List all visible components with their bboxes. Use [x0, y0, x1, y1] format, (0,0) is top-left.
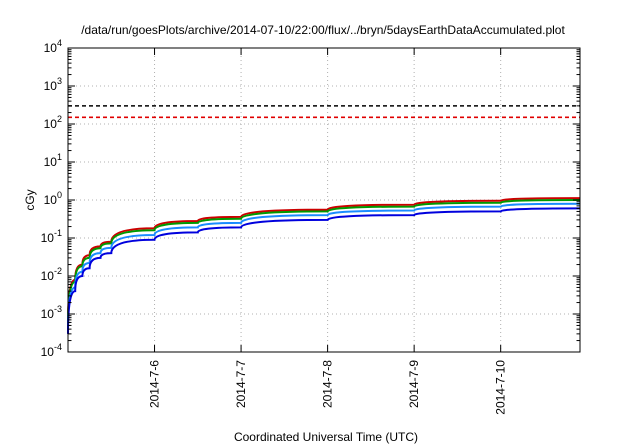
- y-axis: 10-4 10-3 10-2 10-1 100 101 102 103 104: [41, 38, 580, 359]
- series-line: [67, 207, 581, 334]
- series-line: [67, 199, 581, 326]
- y-tick-label: 104: [44, 38, 62, 55]
- x-tick-label: 2014-7-6: [148, 360, 162, 408]
- y-tick-label: 10-2: [41, 266, 62, 283]
- x-tick-label: 2014-7-9: [407, 360, 421, 408]
- y-tick-label: 103: [44, 76, 62, 93]
- y-tick-label: 10-3: [41, 304, 62, 321]
- x-tick-label: 2014-7-10: [494, 360, 508, 415]
- y-tick-label: 100: [44, 190, 62, 207]
- series-line: [67, 202, 581, 330]
- y-tick-label: 102: [44, 114, 62, 131]
- series-line: [67, 197, 581, 323]
- x-tick-label: 2014-7-7: [234, 360, 248, 408]
- x-axis-label: Coordinated Universal Time (UTC): [234, 430, 418, 444]
- chart-title: /data/run/goesPlots/archive/2014-07-10/2…: [81, 23, 565, 37]
- x-tick-label: 2014-7-8: [321, 360, 335, 408]
- series-group: [67, 197, 581, 334]
- reference-lines: [68, 105, 580, 119]
- y-tick-label: 101: [44, 152, 62, 169]
- y-tick-label: 10-4: [41, 342, 62, 359]
- y-axis-label: cGy: [23, 189, 37, 210]
- y-tick-label: 10-1: [41, 228, 62, 245]
- x-axis: 2014-7-6 2014-7-7 2014-7-8 2014-7-9 2014-7-1…: [148, 48, 508, 415]
